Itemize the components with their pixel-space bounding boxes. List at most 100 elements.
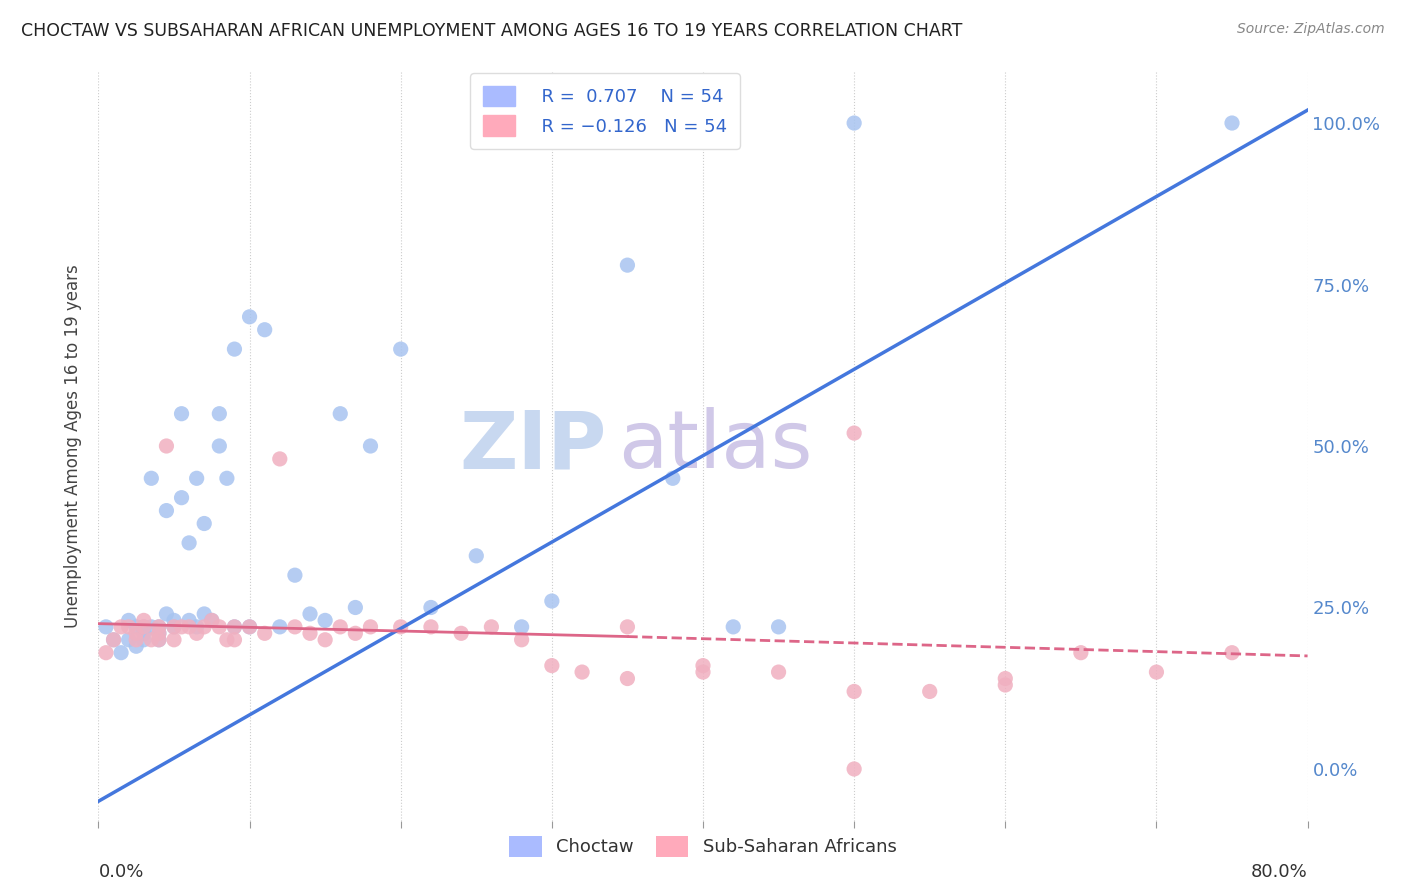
Point [208,407,231,421]
Point [224,342,246,356]
Legend: Choctaw, Sub-Saharan Africans: Choctaw, Sub-Saharan Africans [502,829,904,864]
Point [163,620,186,634]
Point [918,684,941,698]
Point [661,471,683,485]
Text: Source: ZipAtlas.com: Source: ZipAtlas.com [1237,22,1385,37]
Point [844,116,866,130]
Y-axis label: Unemployment Among Ages 16 to 19 years: Unemployment Among Ages 16 to 19 years [63,264,82,628]
Point [201,614,224,628]
Point [118,632,141,647]
Point [170,407,193,421]
Point [269,451,291,466]
Point [284,620,307,634]
Point [1220,116,1243,130]
Point [420,600,443,615]
Point [170,620,193,634]
Point [360,439,382,453]
Point [163,614,186,628]
Point [193,607,215,621]
Point [186,620,208,634]
Point [692,665,714,679]
Point [994,672,1017,686]
Point [179,536,201,550]
Point [389,620,412,634]
Point [299,626,322,640]
Point [155,439,177,453]
Point [132,626,155,640]
Point [155,503,177,517]
Point [481,620,503,634]
Point [616,258,638,272]
Point [1070,646,1092,660]
Point [344,626,367,640]
Point [148,626,170,640]
Point [844,762,866,776]
Point [125,632,148,647]
Point [155,607,177,621]
Point [186,471,208,485]
Point [253,323,276,337]
Point [132,632,155,647]
Point [94,620,117,634]
Point [132,620,155,634]
Point [239,310,262,324]
Text: atlas: atlas [619,407,813,485]
Point [344,600,367,615]
Point [148,626,170,640]
Point [103,632,125,647]
Point [510,632,533,647]
Point [94,646,117,660]
Point [163,632,186,647]
Point [692,658,714,673]
Point [148,620,170,634]
Text: ZIP: ZIP [458,407,606,485]
Point [125,620,148,634]
Point [465,549,488,563]
Point [215,632,238,647]
Point [994,678,1017,692]
Point [284,568,307,582]
Point [540,658,562,673]
Point [125,626,148,640]
Point [110,620,132,634]
Point [723,620,745,634]
Point [616,620,638,634]
Point [148,620,170,634]
Point [179,620,201,634]
Point [132,620,155,634]
Point [193,516,215,531]
Point [163,620,186,634]
Point [132,614,155,628]
Point [201,614,224,628]
Point [299,607,322,621]
Point [141,632,163,647]
Point [360,620,382,634]
Text: 80.0%: 80.0% [1251,863,1308,880]
Point [768,620,790,634]
Point [239,620,262,634]
Point [1144,665,1167,679]
Point [118,614,141,628]
Point [768,665,790,679]
Point [118,620,141,634]
Point [215,471,238,485]
Point [179,614,201,628]
Point [314,614,336,628]
Point [208,439,231,453]
Text: 0.0%: 0.0% [98,863,143,880]
Point [103,632,125,647]
Point [208,620,231,634]
Point [844,426,866,441]
Point [1220,646,1243,660]
Point [141,471,163,485]
Point [450,626,472,640]
Point [253,626,276,640]
Point [314,632,336,647]
Point [170,491,193,505]
Point [540,594,562,608]
Point [148,632,170,647]
Point [329,620,352,634]
Point [125,639,148,653]
Point [420,620,443,634]
Point [616,672,638,686]
